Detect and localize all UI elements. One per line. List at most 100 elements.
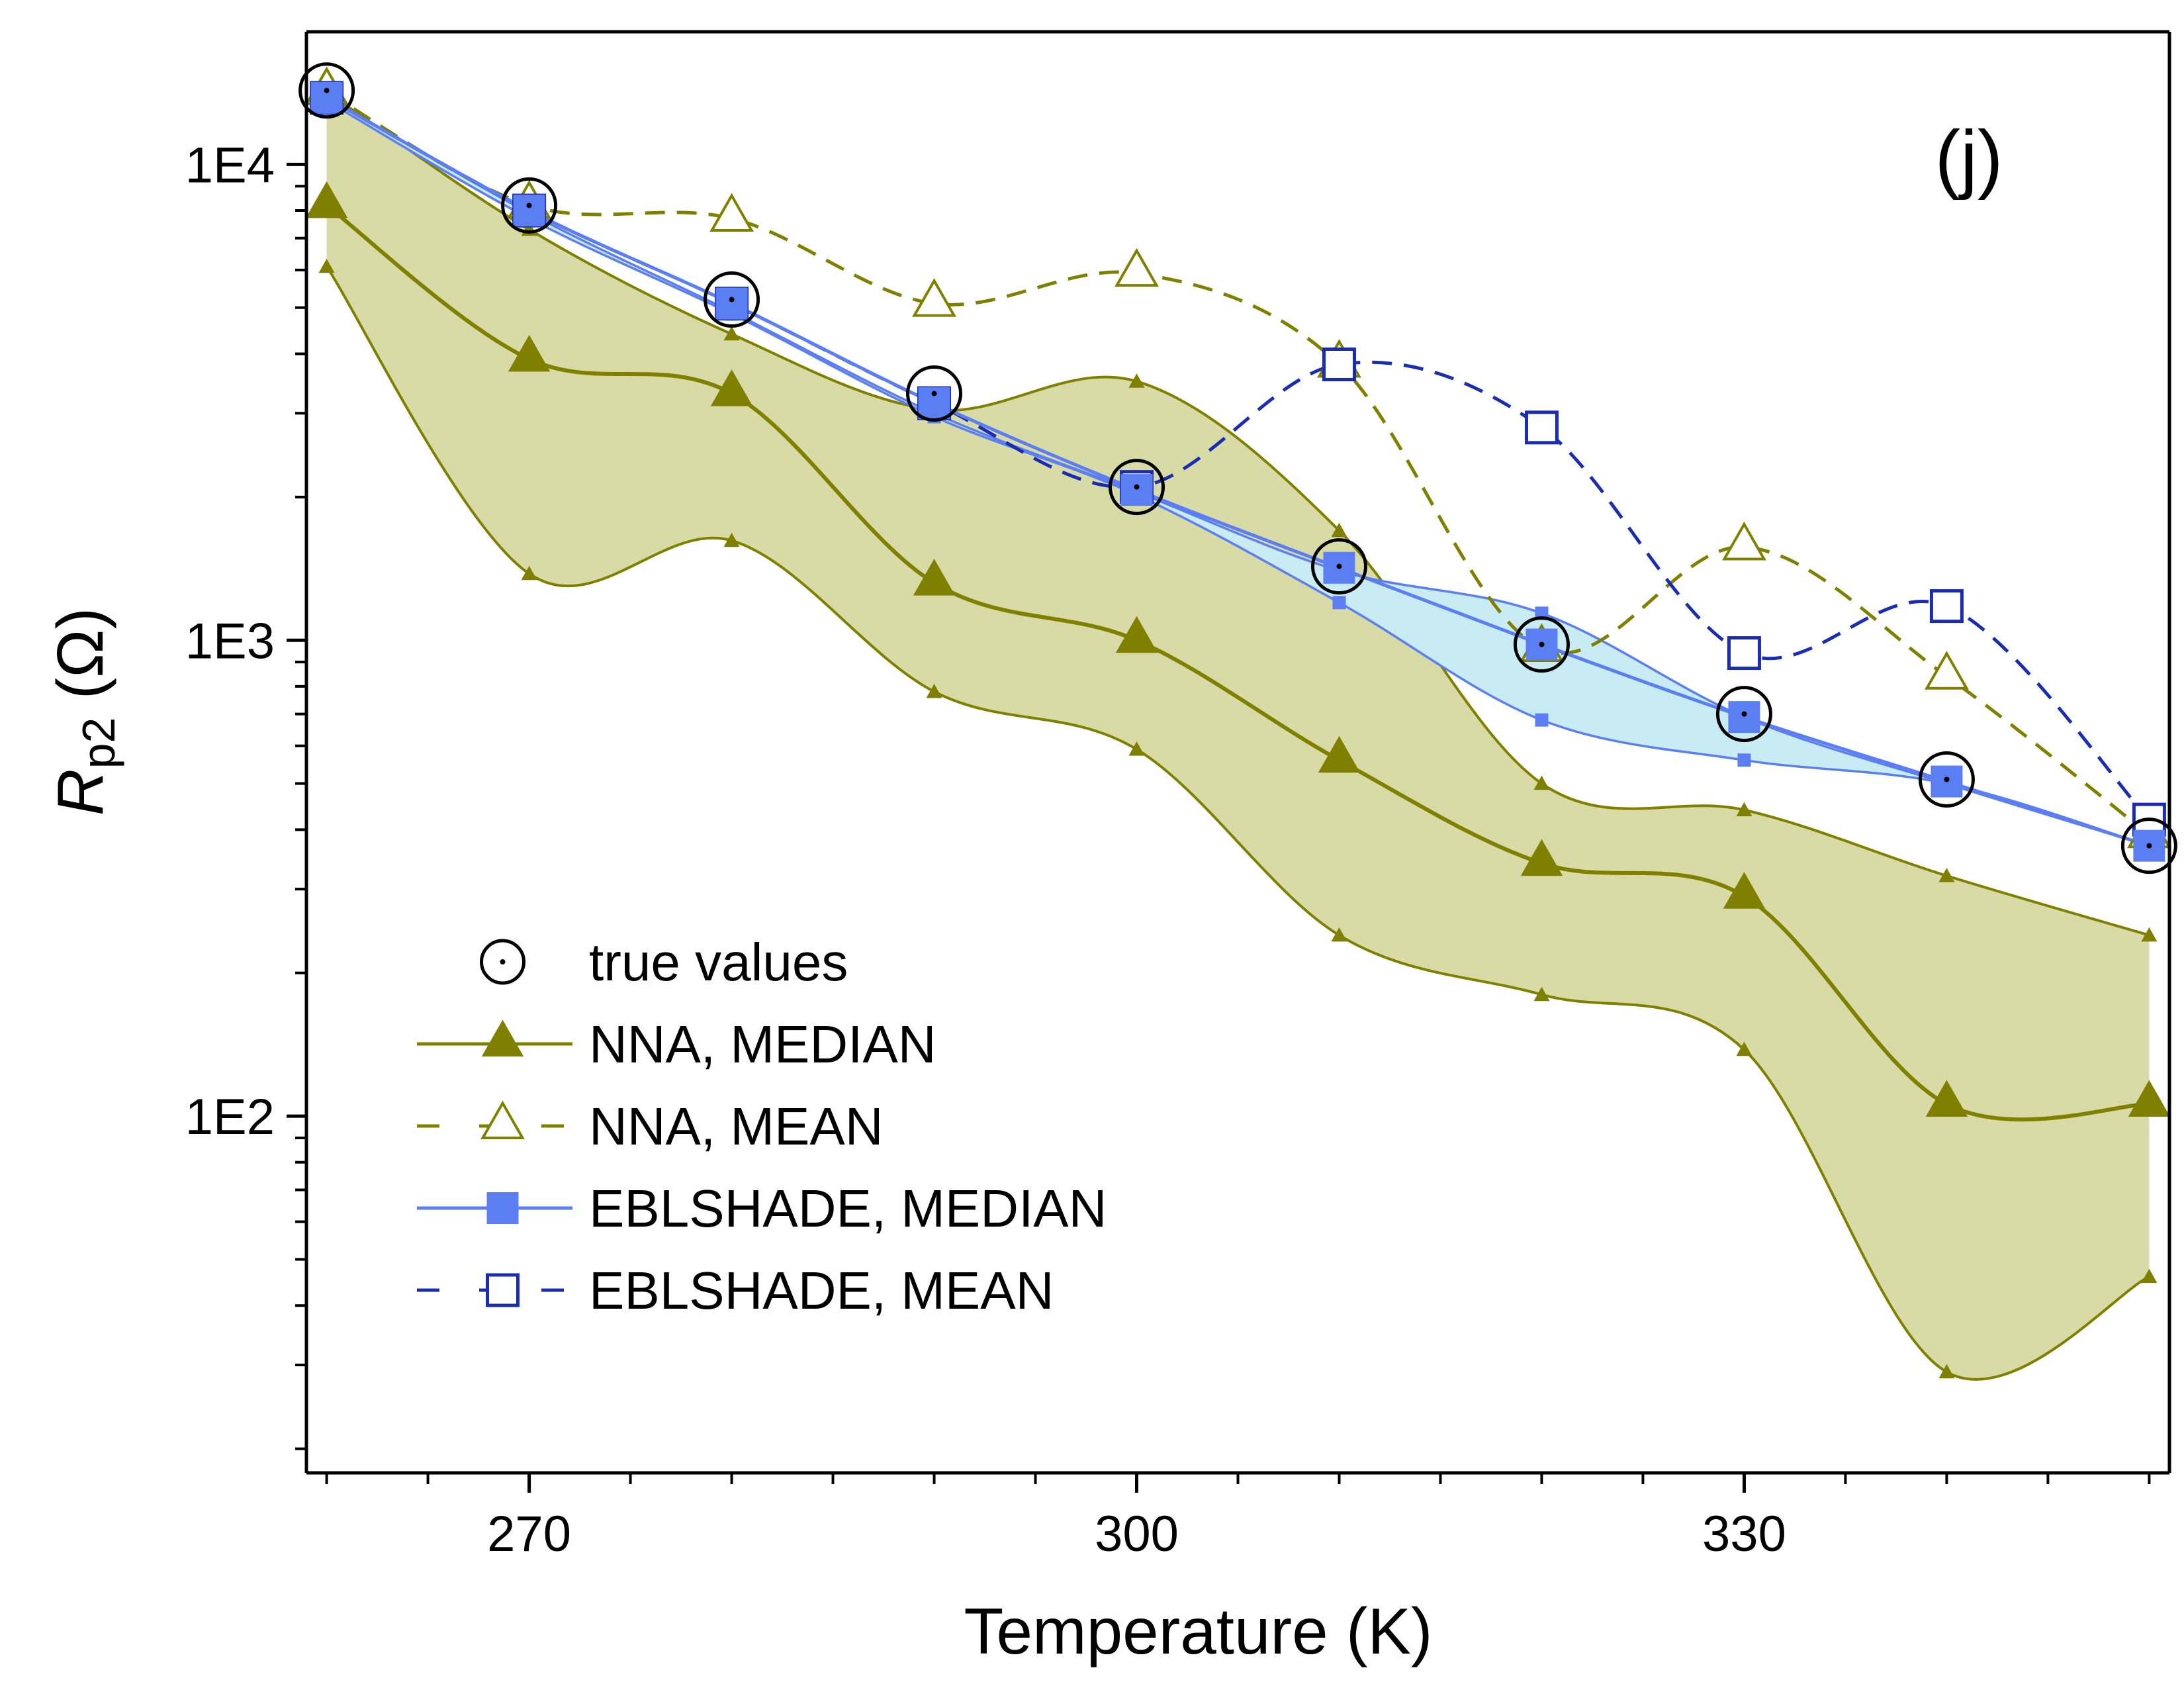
nna-median-point-9 (2128, 1080, 2171, 1117)
nna-band-upper-point-7 (1736, 802, 1752, 817)
y-tick-label-2: 1E4 (185, 137, 275, 193)
nna-mean-point-8 (1924, 651, 1969, 690)
true-values-point-0 (298, 62, 355, 119)
true-values-point-2 (704, 271, 760, 328)
nna-band-lower-point-0 (318, 258, 335, 273)
true-values-point-7-ring (1715, 686, 1772, 743)
ebl-band-upper-edge (326, 95, 2150, 847)
nna-median-point-6 (1520, 839, 1563, 876)
x-tick-label-0: 270 (487, 1506, 571, 1562)
nna-median-point-3 (913, 559, 956, 596)
true-values-point-1-dot (526, 203, 532, 209)
y-axis-label-subscript: p2 (73, 718, 124, 769)
eblshade-mean-point-8 (1929, 589, 1964, 624)
nna-median-point-1 (508, 334, 551, 372)
series-lines (325, 90, 2151, 1122)
legend-true-values-marker (480, 939, 525, 985)
legend-nna-median-marker (481, 1019, 524, 1056)
legend-eblshade-mean-label: EBLSHADE, MEAN (589, 1261, 1054, 1320)
eblshade-mean-point-6 (1524, 410, 1559, 445)
true-values-point-6-dot (1539, 641, 1545, 647)
legend-nna-mean-marker (480, 1100, 525, 1139)
legend: true values NNA, MEDIAN NNA, MEAN EBLSHADE,… (417, 933, 1107, 1320)
nna-band-upper-point-2 (723, 326, 740, 341)
eblshade-median-point-0 (310, 81, 343, 114)
nna-mean-point-4 (1115, 248, 1159, 287)
true-values-point-5 (1310, 538, 1367, 595)
true-values-point-8-dot (1944, 776, 1950, 782)
series-markers (298, 62, 2177, 1117)
nna-band-lower-point-7 (1736, 1041, 1752, 1056)
nna-band-upper-point-9 (2141, 927, 2158, 942)
true-values-point-7-dot (1741, 711, 1747, 717)
legend-true-values-marker-ring (480, 939, 525, 985)
legend-eblshade-median-label: EBLSHADE, MEDIAN (589, 1179, 1107, 1238)
eblshade-median-point-7 (1728, 701, 1760, 733)
eblshade-median-point-2 (715, 287, 748, 320)
eblshade-mean-point-7 (1727, 636, 1761, 671)
x-tick-label-2: 330 (1702, 1506, 1786, 1562)
nna-band-lower-edge (325, 265, 2150, 1381)
shaded-bands (318, 83, 2158, 1381)
legend-true-values-label: true values (589, 933, 848, 992)
true-values-point-6 (1513, 616, 1570, 673)
nna-median-point-8 (1925, 1080, 1968, 1117)
true-values-point-3-dot (931, 391, 937, 397)
eblshade-median-point-4 (1120, 474, 1153, 506)
legend-nna-median-label: NNA, MEDIAN (589, 1015, 936, 1074)
nna-band-lower-point-8 (1938, 1364, 1955, 1379)
nna-band-lower-point-3 (926, 683, 942, 698)
nna-band-upper-edge (326, 91, 2150, 937)
legend-true-values-marker-dot (500, 959, 506, 964)
legend-eblshade-median-marker (486, 1192, 519, 1224)
nna-band-lower-point-4 (1128, 741, 1145, 756)
nna-mean-point-7 (1722, 521, 1766, 561)
x-tick-label-1: 300 (1095, 1506, 1179, 1562)
y-axis-label-spacer (44, 699, 116, 717)
true-values-point-9 (2120, 818, 2177, 874)
ebl-band-upper-point-6 (1535, 606, 1549, 620)
nna-band-upper-point-4 (1128, 373, 1145, 388)
true-values-point-8-ring (1918, 751, 1975, 808)
x-axis-label: Temperature (K) (964, 1595, 1432, 1667)
ebl-band-lower-edge (326, 99, 2150, 847)
true-values-point-8 (1918, 751, 1975, 808)
true-values-point-4 (1109, 459, 1165, 516)
eblshade-median-line (326, 96, 2150, 848)
nna-band-lower-point-5 (1331, 927, 1347, 942)
nna-band-lower-point-2 (723, 532, 740, 547)
true-values-point-1 (501, 177, 558, 234)
panel-label: (j) (1934, 115, 2003, 201)
nna-band-lower-point-9 (2141, 1268, 2158, 1284)
eblshade-median-point-1 (513, 195, 545, 227)
true-values-point-5-ring (1310, 538, 1367, 595)
true-values-point-9-ring (2120, 818, 2177, 874)
true-values-point-4-dot (1134, 484, 1140, 490)
nna-median-point-0 (305, 181, 348, 218)
true-values-point-0-dot (324, 87, 330, 93)
true-values-point-6-ring (1513, 616, 1570, 673)
true-values-point-0-ring (298, 62, 355, 119)
nna-band-lower-point-6 (1533, 986, 1550, 1002)
nna-median-point-2 (710, 369, 753, 406)
ebl-band-lower-point-5 (1332, 596, 1346, 610)
axis-ticks: 270 300 330 1E2 1E3 1E4 (185, 137, 2151, 1562)
true-values-point-3 (906, 365, 963, 422)
eblshade-mean-point-5 (1322, 347, 1356, 381)
y-axis-label-unit: (Ω) (44, 608, 116, 700)
nna-band-upper-point-8 (1938, 868, 1955, 882)
legend-nna-mean-label: NNA, MEAN (589, 1097, 884, 1156)
nna-median-point-5 (1318, 735, 1361, 773)
ebl-band-lower-point-6 (1535, 713, 1549, 727)
nna-band-fill (326, 91, 2150, 1380)
nna-mean-point-3 (912, 278, 956, 317)
true-values-point-7 (1715, 686, 1772, 743)
nna-band-upper-point-6 (1533, 775, 1550, 790)
y-axis-label: Rp2 (Ω) (44, 608, 124, 816)
nna-band-lower-point-1 (521, 565, 537, 581)
y-tick-label-0: 1E2 (185, 1089, 275, 1145)
nna-band-upper-point-5 (1331, 522, 1347, 538)
eblshade-median-point-9 (2133, 829, 2165, 862)
legend-eblshade-mean-marker (486, 1273, 520, 1307)
